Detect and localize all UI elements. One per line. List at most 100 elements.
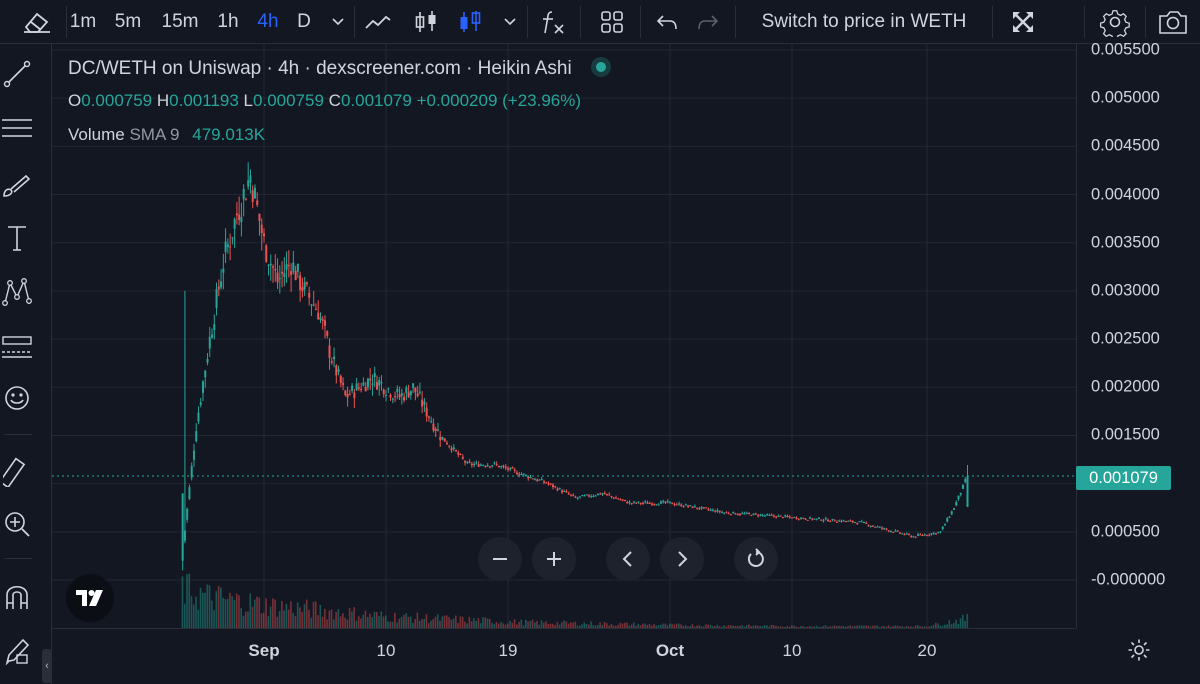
price-axis[interactable]: 0.005500 0.005000 0.004500 0.004000 0.003500… [1076,41,1200,628]
candle-body [579,496,581,498]
scroll-right-button[interactable] [660,537,704,581]
magnet-icon[interactable] [0,576,34,616]
interval-1m[interactable]: 1m [69,11,97,32]
volume-bar [646,624,649,628]
candle-body [545,482,548,484]
candle-body [217,286,220,290]
volume-bar [849,625,852,628]
reset-chart-button[interactable] [734,537,778,581]
zoom-out-button[interactable] [478,537,522,581]
line-chart-icon[interactable] [362,0,394,44]
volume-bar [637,623,640,628]
volume-bar [439,620,441,628]
candle-body [827,519,829,522]
volume-bar [910,626,912,628]
volume-bar [344,617,346,628]
volume-bar [757,625,759,628]
tradingview-logo[interactable] [66,574,114,622]
candle-body [452,447,455,450]
undo-icon[interactable] [652,0,682,44]
fib-icon[interactable] [0,108,34,148]
volume-bar [941,625,944,628]
interval-4h[interactable]: 4h [257,11,279,32]
layout-grid-icon[interactable] [596,0,628,44]
volume-bar [292,613,294,628]
settings-gear-icon[interactable] [1125,636,1153,664]
prediction-icon[interactable] [0,326,34,366]
volume-bar [639,625,642,628]
candle-body [378,380,381,386]
trend-line-icon[interactable] [0,54,34,94]
eraser-icon[interactable] [14,0,60,44]
fx-icon[interactable] [536,0,570,44]
candle-body [197,412,200,422]
hollow-candles-icon[interactable] [455,0,485,44]
volume-bar [222,597,224,628]
time-axis-label: Oct [655,641,685,660]
volume-bar [409,616,412,628]
zoom-in-icon[interactable] [0,504,34,544]
volume-bar [955,619,957,628]
interval-5m[interactable]: 5m [114,11,142,32]
volume-bar [319,604,322,628]
redo-icon[interactable] [693,0,723,44]
volume-bar [547,623,550,628]
interval-1h[interactable]: 1h [217,11,239,32]
candle-body [222,268,225,273]
candle-body [547,483,550,485]
price-axis-label: 0.004500 [1091,136,1160,155]
volume-bar [369,613,371,628]
fullscreen-icon[interactable] [1008,0,1038,44]
volume-bar [824,625,827,628]
text-icon[interactable] [0,218,34,258]
time-axis-label: 10 [376,641,396,660]
scroll-left-button[interactable] [606,537,650,581]
chart-grid [52,44,1076,628]
chevron-down-icon[interactable] [499,0,521,44]
emoji-icon[interactable] [0,378,34,418]
candle-body [689,505,692,507]
candle-body [818,517,820,519]
volume-bar [229,592,231,628]
volume-bar [903,627,906,628]
time-axis[interactable]: Sep 10 19 Oct 10 20 [52,628,1076,684]
volume-bar [479,623,482,628]
chevron-down-icon[interactable] [327,0,349,44]
switch-price-button[interactable]: Switch to price in WETH [761,11,967,32]
volume-bar [224,599,227,628]
brush-icon[interactable] [0,164,34,204]
gear-icon[interactable] [1098,0,1132,44]
interval-d[interactable]: D [297,11,311,32]
candle-body [287,265,290,267]
zoom-in-button[interactable] [532,537,576,581]
volume-bar [576,625,579,628]
volume-bar [226,598,229,628]
volume-bar [263,612,265,628]
candle-body [829,521,832,523]
volume-bar [333,619,335,628]
candle-body [339,375,342,384]
lock-pencil-icon[interactable] [0,630,34,670]
interval-15m[interactable]: 15m [161,11,199,32]
volume-bar [475,620,477,628]
candle-body [935,533,937,535]
volume-bar [874,625,876,628]
volume-bar [461,616,464,628]
volume-bar [432,619,435,628]
candle-body [299,275,302,290]
candles-icon[interactable] [412,0,440,44]
volume-bar [806,626,809,628]
volume-bar [725,626,728,628]
candle-body [820,519,823,521]
pattern-icon[interactable] [0,272,34,312]
chart-pane[interactable] [52,44,1076,628]
ruler-icon[interactable] [0,452,34,492]
candle-body [344,390,347,396]
volume-bar [563,620,565,628]
collapse-toolbar-button[interactable]: ‹ [42,649,52,683]
candle-body [576,497,579,499]
volume-bar [534,622,536,628]
volume-bar [786,626,789,628]
candle-body [766,514,769,516]
camera-icon[interactable] [1152,0,1194,44]
